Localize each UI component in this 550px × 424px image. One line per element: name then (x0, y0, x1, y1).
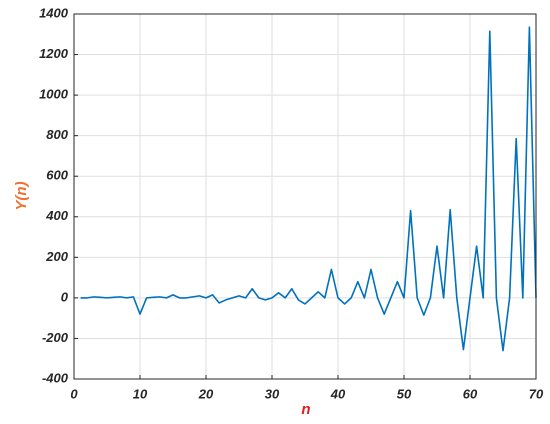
x-tick-label: 10 (133, 386, 148, 401)
x-tick-label: 50 (397, 386, 412, 401)
x-tick-label: 20 (198, 386, 214, 401)
x-tick-label: 40 (330, 386, 346, 401)
marks (80, 26, 537, 352)
y-tick-label: 600 (46, 168, 68, 183)
y-tick-label: 200 (45, 249, 68, 264)
y-tick-label: 800 (46, 127, 68, 142)
y-tick-label: -200 (42, 330, 69, 345)
y-tick-label: 0 (61, 289, 69, 304)
x-axis-label: n (301, 401, 310, 418)
line-series (80, 26, 537, 352)
x-tick-label: 70 (529, 386, 544, 401)
y-tick-label: 400 (45, 208, 68, 223)
y-tick-label: 1200 (39, 46, 69, 61)
y-tick-label: -400 (42, 370, 69, 385)
x-tick-label: 0 (70, 386, 78, 401)
x-tick-label: 30 (265, 386, 280, 401)
axes-box (73, 13, 537, 380)
y-tick-label: 1400 (39, 5, 69, 20)
y-tick-label: 1000 (39, 87, 69, 102)
x-tick-label: 60 (463, 386, 478, 401)
y-axis-label: Y(n) (13, 181, 30, 210)
